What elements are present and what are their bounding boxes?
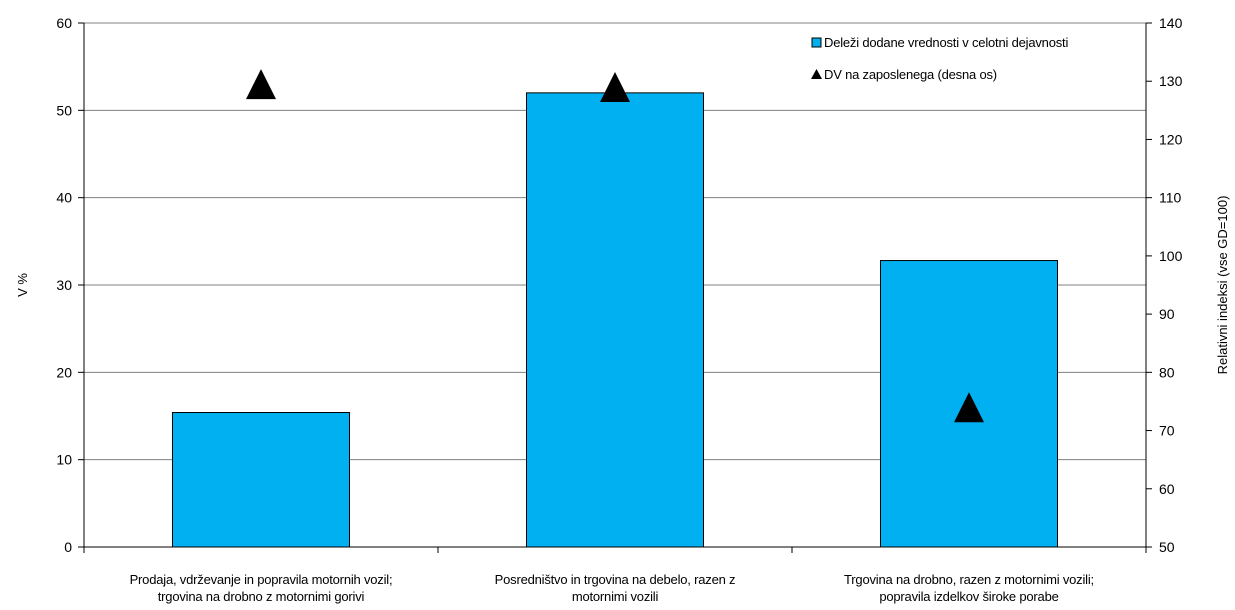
right-axis-ticks: 50 60 70 80 90 100 110 120 130 140 [1146, 15, 1183, 555]
marker-series [246, 69, 984, 423]
legend-label-triangle: DV na zaposlenega (desna os) [824, 67, 997, 82]
right-tick-label: 120 [1159, 131, 1183, 147]
legend-swatch-bar [811, 37, 822, 48]
category-label: Trgovina na drobno, razen z motornimi vo… [844, 572, 1094, 587]
y-axis-title-right: Relativni indeksi (vse GD=100) [1215, 196, 1230, 375]
left-tick-label: 0 [64, 539, 72, 555]
bar [526, 92, 704, 548]
category-label: popravila izdelkov široke porabe [879, 589, 1058, 604]
bar-series [172, 92, 1058, 548]
legend: Deleži dodane vrednosti v celotni dejavn… [811, 35, 1069, 82]
right-tick-label: 140 [1159, 15, 1183, 31]
category-label: trgovina na drobno z motornimi gorivi [158, 589, 365, 604]
left-tick-label: 20 [56, 364, 72, 380]
left-tick-label: 60 [56, 15, 72, 31]
left-tick-label: 10 [56, 452, 72, 468]
triangle-marker [954, 392, 984, 423]
legend-swatch-triangle [811, 69, 822, 79]
triangle-marker [600, 72, 630, 103]
right-tick-label: 130 [1159, 73, 1183, 89]
category-label: motornimi vozili [572, 589, 659, 604]
legend-label-bar: Deleži dodane vrednosti v celotni dejavn… [824, 35, 1068, 50]
left-tick-label: 50 [56, 102, 72, 118]
right-tick-label: 50 [1159, 539, 1175, 555]
triangle-marker [246, 69, 276, 100]
category-labels: Prodaja, vdrževanje in popravila motorni… [130, 572, 1095, 604]
right-tick-label: 110 [1159, 190, 1182, 206]
category-label: Posredništvo in trgovina na debelo, raze… [495, 572, 736, 587]
right-tick-label: 60 [1159, 481, 1175, 497]
bar [172, 412, 350, 548]
left-tick-label: 40 [56, 190, 72, 206]
right-tick-label: 80 [1159, 364, 1175, 380]
left-axis-ticks: 0 10 20 30 40 50 60 [56, 15, 84, 555]
right-tick-label: 90 [1159, 306, 1175, 322]
left-tick-label: 30 [56, 277, 72, 293]
right-tick-label: 70 [1159, 423, 1175, 439]
y-axis-title-left: V % [15, 273, 30, 297]
category-label: Prodaja, vdrževanje in popravila motorni… [130, 572, 393, 587]
right-tick-label: 100 [1159, 248, 1183, 264]
